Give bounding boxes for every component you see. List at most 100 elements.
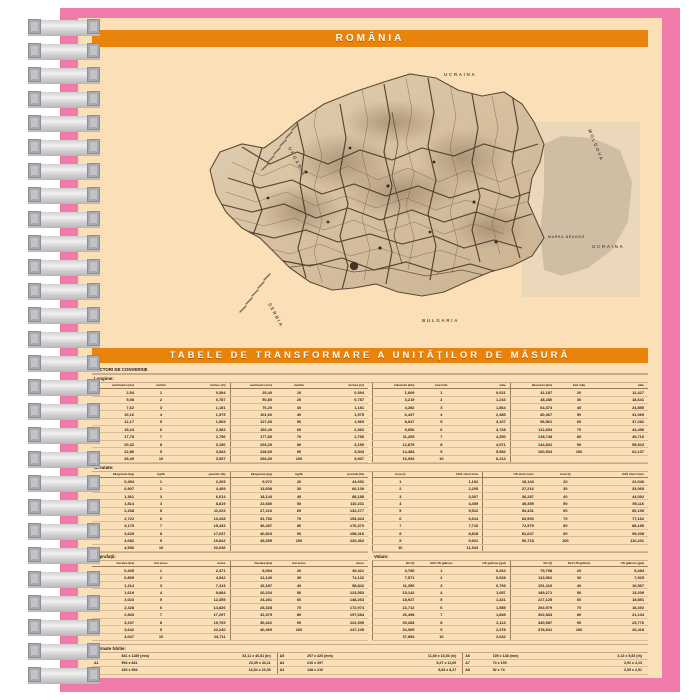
table-cell: 15,24 [92, 425, 138, 434]
th-acres-1: acres [184, 560, 230, 568]
table-row: 12,875 8 4,971 144,841 90 55,923 [372, 440, 648, 449]
notebook-page: ROMÂNIA [78, 18, 662, 678]
table-cell: 66,139 [592, 507, 648, 516]
th-cm-1: centimetri (cm) [92, 383, 138, 390]
table-length-km-mile: kilometri (km) km/ mile mile kilometri (… [372, 383, 648, 464]
table-cell: 30 [276, 485, 322, 493]
th-kmmile-1: km/ mile [418, 383, 465, 390]
table-cell: A4 [276, 659, 306, 668]
table-cell: 90,718 [482, 536, 538, 545]
table-row: 25,40 10 3,937 254,00 100 3,937 [92, 455, 368, 464]
table-cell: 16,187 [229, 581, 276, 590]
table-cell: 5,284 [602, 566, 648, 575]
table-cell: 420 x 594 [119, 666, 192, 675]
table-cell: 4,282 [372, 403, 419, 412]
table-cell: 25,40 [92, 455, 138, 464]
th-l-2: litri (l) [509, 560, 557, 568]
table-row: 22,712 6 1,585 264,979 70 18,492 [372, 603, 648, 612]
table-cell: 49,421 [322, 566, 368, 575]
table-row: 17,78 7 2,756 177,80 70 2,756 [92, 432, 368, 441]
table-cell: 3,237 [92, 618, 138, 627]
table-weight-kg-lb: kilograme (kg) kg/lb pounds (lb) kilogra… [92, 471, 368, 552]
spiral-cap-left [28, 187, 41, 202]
table-cell: 105 x 148 (mm) [490, 652, 563, 661]
table-cell: 66,139 [322, 485, 368, 493]
table-body-volume: 3,785 1 0,264 75,708 20 5,284 7,571 2 0,528 113,5… [372, 566, 648, 641]
table-cell: 6 [138, 603, 184, 612]
table-cell: 3 [138, 403, 184, 412]
spiral-cap-left [28, 283, 41, 298]
table-cell: 5 [138, 507, 184, 516]
spiral-coil [28, 475, 100, 492]
table-cell: 4,971 [464, 440, 511, 449]
spiral-cap-left [28, 619, 41, 634]
table-cell: 55,116 [592, 499, 648, 508]
table-cell: 5,592 [464, 447, 511, 456]
spiral-ring [28, 572, 100, 588]
table-cell: 4,082 [92, 536, 138, 545]
table-cell: 20 [537, 477, 593, 486]
table-cell: 0,621 [464, 388, 511, 397]
map-label-ucraina-north: UCRAINA [444, 72, 476, 77]
th-cm-2: centimetri (cm) [229, 383, 276, 390]
table-cell: 23,776 [602, 618, 648, 627]
table-area-ha-acres: hectare (ha) ha/ acres acres hectare (ha… [92, 560, 368, 641]
table-cell: 70 [556, 425, 603, 434]
table-cell [602, 633, 648, 641]
table-cell: 9 [418, 625, 465, 634]
spiral-cap-right [87, 43, 100, 58]
table-row: 2 2,205 27,216 30 33,069 [371, 485, 648, 493]
spiral-cap-left [28, 499, 41, 514]
table-cell: 1,814 [92, 499, 138, 508]
spiral-coil [28, 403, 100, 420]
table-cell: 60 [556, 596, 603, 605]
table-cell: 33,11 x 46,81 (in) [191, 652, 278, 661]
table-cell: 17,637 [184, 529, 230, 538]
table-row: 26,498 7 1,849 302,833 80 21,134 [372, 610, 648, 619]
table-cell: 25,40 [229, 388, 276, 397]
table-row: 2,833 7 17,297 32,375 80 197,684 [92, 610, 368, 619]
table-cell: 90 [556, 440, 603, 449]
table-cell: 12,140 [229, 574, 276, 582]
spiral-cap-left [28, 571, 41, 586]
table-cell: 44,092 [592, 492, 648, 501]
section-title-volum: Volum: [372, 551, 648, 561]
th-ton-2: tone (t) [537, 471, 593, 479]
spiral-cap-left [28, 139, 41, 154]
table-cell: 80 [276, 521, 322, 530]
table-cell [229, 544, 276, 552]
table-cell: 3,150 [322, 440, 368, 449]
spiral-cap-right [87, 619, 100, 634]
table-cell: 10 [138, 633, 184, 641]
spiral-cap-right [87, 331, 100, 346]
table-cell: 3 [418, 403, 465, 412]
table-row: 11,356 3 0,793 151,416 40 10,567 [372, 581, 648, 590]
spiral-cap-left [28, 547, 41, 562]
table-row: 8 8,818 81,647 90 99,208 [371, 529, 648, 538]
th-short-1: US short tons [482, 471, 538, 479]
th-haacres-1: ha/ acres [138, 560, 184, 568]
table-cell: 10,16 [92, 410, 138, 419]
table-cell: 110,231 [592, 536, 648, 545]
table-cell: 12,17 [92, 418, 138, 427]
map-label-ucraina-east: UCRAINA [592, 244, 624, 249]
spiral-ring [28, 212, 100, 228]
spiral-cap-left [28, 43, 41, 58]
spiral-cap-right [87, 427, 100, 442]
table-row: 3,642 9 22,240 40,469 100 247,105 [92, 625, 368, 634]
spiral-ring [28, 428, 100, 444]
spiral-coil [28, 211, 100, 228]
th-tonshort-2: t/US short tons [592, 471, 648, 479]
table-cell: 0,454 [92, 477, 138, 486]
table-cell: 43,496 [602, 425, 648, 434]
table-cell: 2 [138, 396, 184, 405]
table-cell: 6,437 [372, 410, 419, 419]
table-row: 30,283 8 2,113 340,687 90 23,776 [372, 618, 648, 627]
table-cell: 2,642 [464, 633, 511, 641]
spiral-cap-left [28, 331, 41, 346]
table-cell: 40,823 [229, 529, 276, 538]
table-cell: 8 [138, 618, 184, 627]
table-cell: 3,937 [184, 455, 230, 464]
table-cell: 2,756 [322, 432, 368, 441]
table-cell: 11,023 [427, 544, 483, 552]
